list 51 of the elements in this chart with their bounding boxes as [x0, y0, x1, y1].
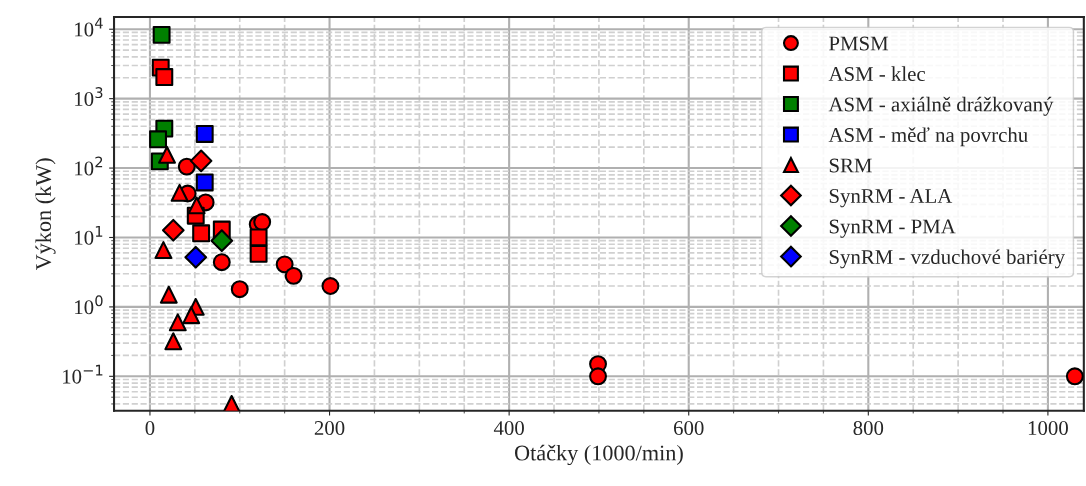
point: [249, 228, 268, 247]
x-tick-label: 400: [493, 420, 524, 436]
legend-label: PMSM: [829, 36, 889, 51]
point: [253, 213, 272, 231]
y-axis-title: Výkon (kW): [35, 158, 56, 271]
point: [212, 253, 231, 272]
point: [192, 224, 211, 243]
x-tick-label: 0: [145, 420, 155, 436]
point: [158, 145, 176, 164]
point: [155, 68, 174, 86]
point: [149, 130, 167, 149]
legend-label: ASM - měď na povrchu: [828, 127, 1028, 147]
point: [230, 280, 249, 299]
point: [159, 285, 178, 304]
point: [164, 332, 183, 351]
y-tick-label: 10$^{2}$: [75, 156, 103, 176]
legend-label: SynRM - ALA: [829, 189, 953, 208]
y-tick-label: 10$^{4}$: [75, 17, 103, 37]
point: [168, 313, 187, 332]
point: [195, 173, 214, 192]
point: [154, 241, 173, 259]
x-tick-label: 1000: [1028, 420, 1068, 436]
point: [161, 218, 185, 242]
point: [1065, 367, 1084, 386]
legend-label: SynRM - vzduchové bariéry: [829, 249, 1065, 269]
x-tick-label: 600: [674, 420, 704, 436]
y-tick-label: 10$^{1}$: [75, 226, 103, 245]
point: [170, 183, 189, 202]
point: [321, 277, 340, 295]
point: [589, 367, 607, 386]
point: [275, 255, 294, 274]
point: [187, 196, 206, 215]
x-axis-title: Otáčky (1000/min): [514, 444, 683, 466]
point: [177, 157, 196, 176]
point: [152, 25, 171, 44]
x-tick-label: 200: [314, 420, 345, 436]
y-tick-label: 10$^{3}$: [75, 87, 103, 107]
y-tick-label: 10$^{0}$: [75, 295, 103, 315]
y-tick-label: 10$^{−1}$: [63, 364, 103, 384]
x-tick-label: 800: [853, 420, 884, 436]
point: [210, 229, 234, 252]
point: [184, 245, 208, 269]
point: [249, 244, 268, 263]
legend-label: ASM - axiálně drážkovaný: [828, 96, 1054, 116]
point: [284, 266, 303, 285]
legend-label: SynRM - PMA: [829, 219, 956, 238]
legend-label: SRM: [829, 158, 872, 173]
point: [195, 125, 214, 143]
point: [189, 149, 213, 173]
point: [182, 306, 201, 325]
legend-label: ASM - klec: [828, 66, 926, 82]
